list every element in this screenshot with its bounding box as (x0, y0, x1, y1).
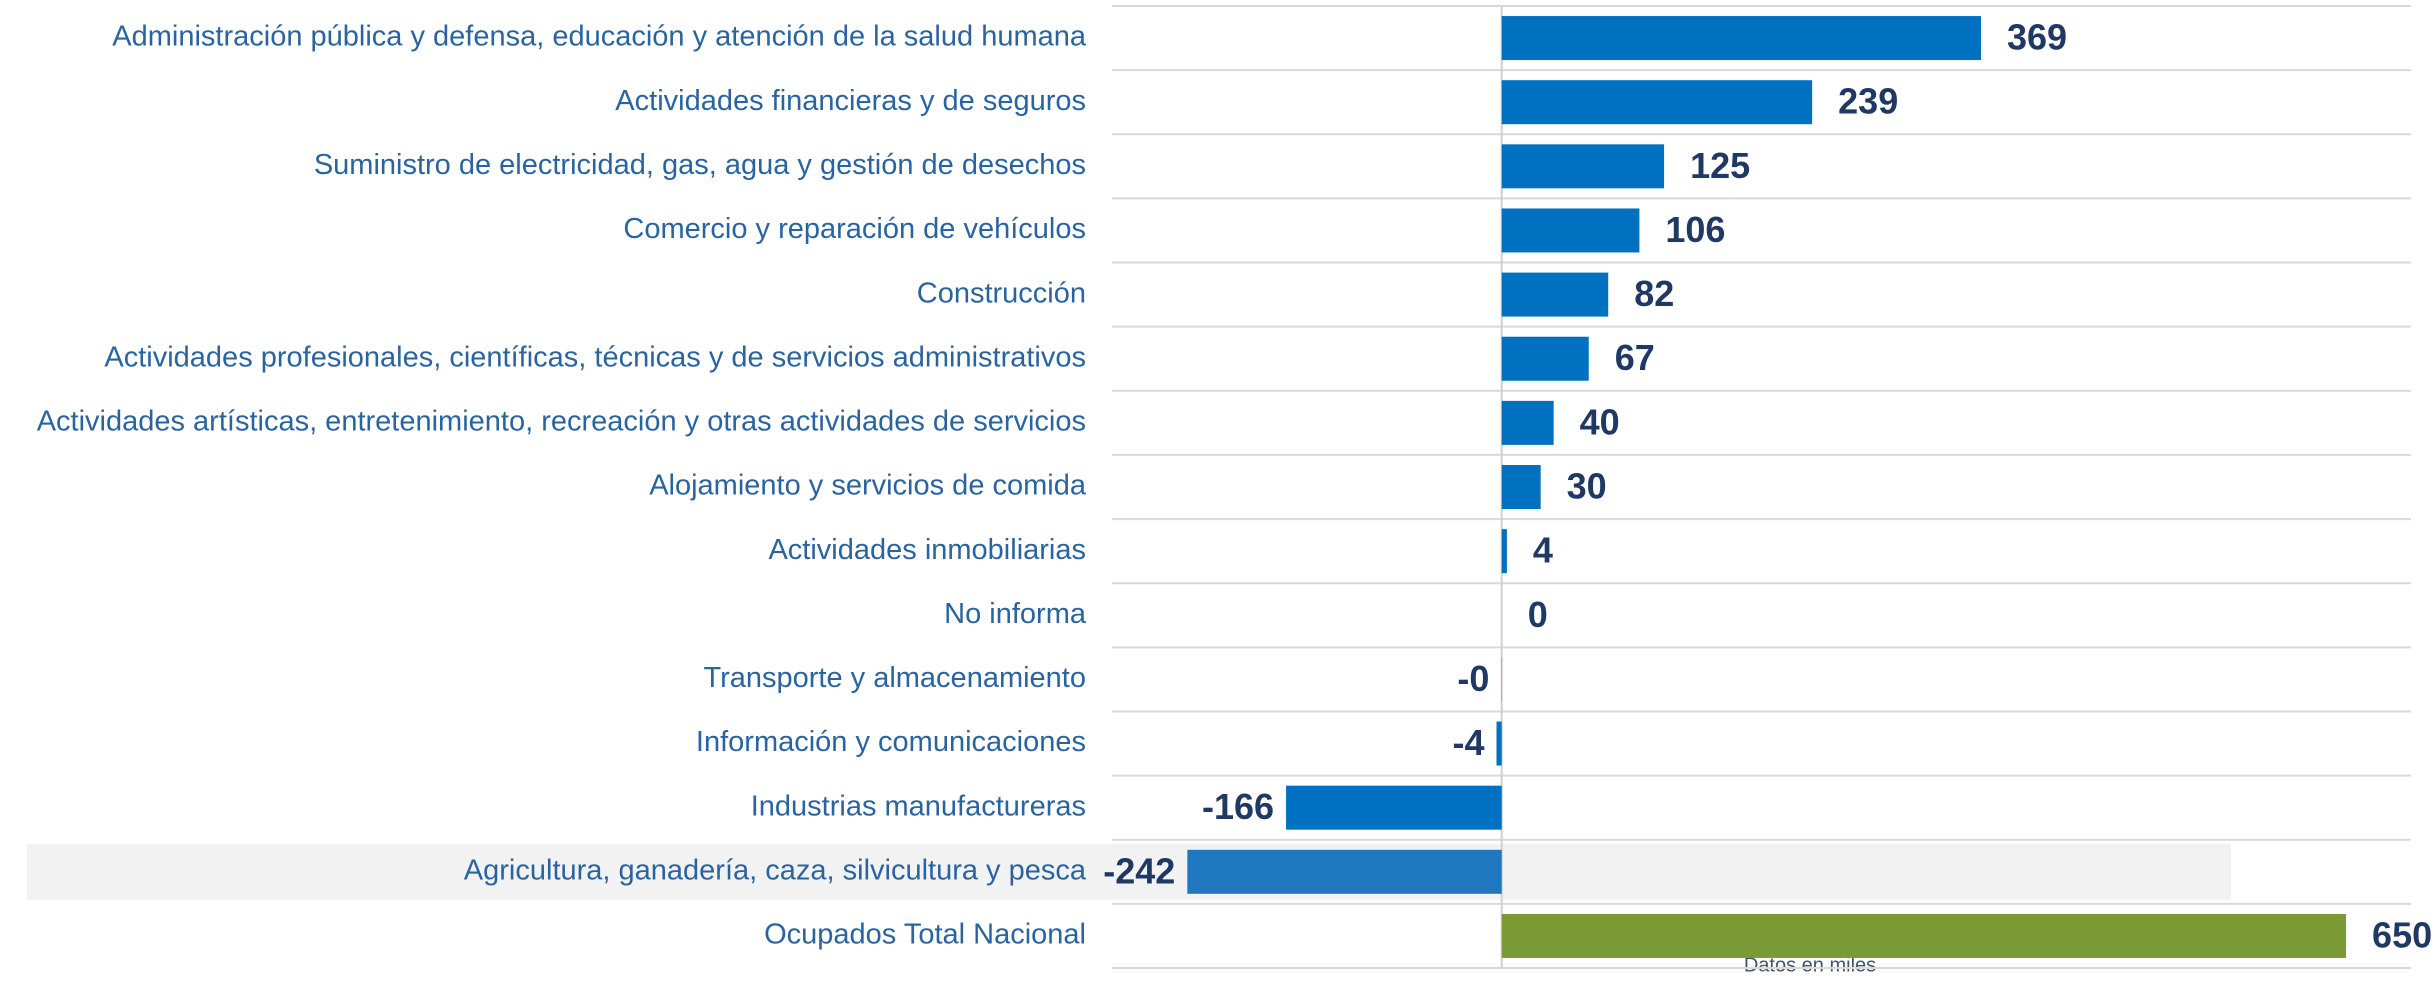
value-label: 0 (1528, 594, 1548, 635)
value-label: 369 (2007, 17, 2067, 58)
value-label: 30 (1567, 466, 1607, 507)
category-label: Actividades inmobiliarias (768, 534, 1086, 566)
category-label: Información y comunicaciones (696, 726, 1086, 758)
category-label: Alojamiento y servicios de comida (649, 470, 1087, 502)
bar (1496, 721, 1502, 766)
bar (1501, 80, 1813, 125)
value-label: -166 (1202, 786, 1274, 827)
bar (1286, 785, 1502, 830)
bar (1501, 529, 1507, 574)
value-label: -4 (1452, 722, 1484, 763)
value-label: -242 (1103, 850, 1175, 891)
category-label: Agricultura, ganadería, caza, silvicultu… (464, 854, 1087, 886)
category-label: Construcción (917, 277, 1086, 309)
value-label: 125 (1690, 145, 1750, 186)
bar (1501, 16, 1982, 61)
category-label: Comercio y reparación de vehículos (623, 213, 1086, 245)
category-label: Actividades financieras y de seguros (615, 85, 1086, 117)
bar (1501, 913, 2347, 958)
category-label: Actividades profesionales, científicas, … (104, 341, 1086, 373)
row-highlight (27, 843, 2231, 900)
value-label: 106 (1665, 209, 1725, 250)
category-label: Industrias manufactureras (751, 790, 1086, 822)
category-label: Transporte y almacenamiento (703, 662, 1086, 694)
bar (1501, 208, 1640, 253)
bar (1501, 400, 1554, 445)
value-label: 650 (2372, 914, 2432, 955)
value-label: 239 (1838, 81, 1898, 122)
value-label: 40 (1580, 401, 1620, 442)
category-label: Administración pública y defensa, educac… (112, 21, 1087, 53)
category-label: No informa (944, 598, 1087, 630)
category-label: Actividades artísticas, entretenimiento,… (37, 406, 1086, 438)
bar (1501, 272, 1609, 317)
value-label: 82 (1634, 273, 1674, 314)
bar (1501, 144, 1665, 189)
value-label: 4 (1533, 530, 1553, 571)
category-label: Ocupados Total Nacional (764, 919, 1086, 951)
value-label: -0 (1457, 658, 1489, 699)
bar (1187, 849, 1502, 894)
category-label: Suministro de electricidad, gas, agua y … (314, 149, 1086, 181)
bar (1501, 465, 1541, 509)
axis-note: Datos en miles (1744, 954, 1876, 976)
bar (1501, 336, 1589, 381)
value-label: 67 (1615, 337, 1655, 378)
